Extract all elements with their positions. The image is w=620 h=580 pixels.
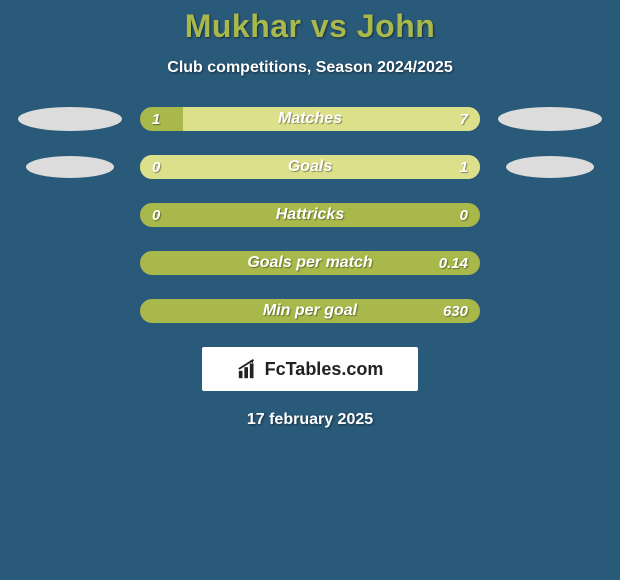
player-right-icon bbox=[498, 203, 602, 227]
stat-bar: 17Matches bbox=[140, 107, 480, 131]
stat-row: 0.14Goals per match bbox=[0, 251, 620, 275]
player-right-icon bbox=[498, 107, 602, 131]
comparison-infographic: Mukhar vs John Club competitions, Season… bbox=[0, 0, 620, 429]
logo-text: FcTables.com bbox=[265, 359, 384, 380]
stat-value-right: 1 bbox=[460, 155, 468, 179]
stat-row: 17Matches bbox=[0, 107, 620, 131]
page-subtitle: Club competitions, Season 2024/2025 bbox=[0, 59, 620, 77]
stat-row: 630Min per goal bbox=[0, 299, 620, 323]
player-right-icon bbox=[498, 251, 602, 275]
player-right-icon bbox=[498, 299, 602, 323]
stat-label: Goals per match bbox=[140, 251, 480, 275]
player-right-icon bbox=[498, 155, 602, 179]
player-left-icon bbox=[18, 299, 122, 323]
stat-value-right: 0 bbox=[460, 203, 468, 227]
stat-row: 01Goals bbox=[0, 155, 620, 179]
stats-list: 17Matches01Goals00Hattricks0.14Goals per… bbox=[0, 107, 620, 323]
stat-value-left: 0 bbox=[152, 203, 160, 227]
stat-label: Hattricks bbox=[140, 203, 480, 227]
player-left-icon bbox=[18, 155, 122, 179]
source-logo: FcTables.com bbox=[202, 347, 418, 391]
stat-value-right: 630 bbox=[443, 299, 468, 323]
player-left-icon bbox=[18, 203, 122, 227]
stat-value-left: 0 bbox=[152, 155, 160, 179]
stat-value-left: 1 bbox=[152, 107, 160, 131]
page-title: Mukhar vs John bbox=[0, 8, 620, 45]
date-label: 17 february 2025 bbox=[0, 411, 620, 429]
player-left-icon bbox=[18, 107, 122, 131]
stat-bar: 0.14Goals per match bbox=[140, 251, 480, 275]
stat-row: 0 0Hattricks bbox=[0, 203, 620, 227]
stat-value-right: 0.14 bbox=[439, 251, 468, 275]
stat-bar: 01Goals bbox=[140, 155, 480, 179]
stat-bar: 630Min per goal bbox=[140, 299, 480, 323]
player-left-icon bbox=[18, 251, 122, 275]
stat-value-right: 7 bbox=[460, 107, 468, 131]
chart-bars-icon bbox=[237, 358, 259, 380]
stat-label: Min per goal bbox=[140, 299, 480, 323]
stat-bar: 0 0Hattricks bbox=[140, 203, 480, 227]
